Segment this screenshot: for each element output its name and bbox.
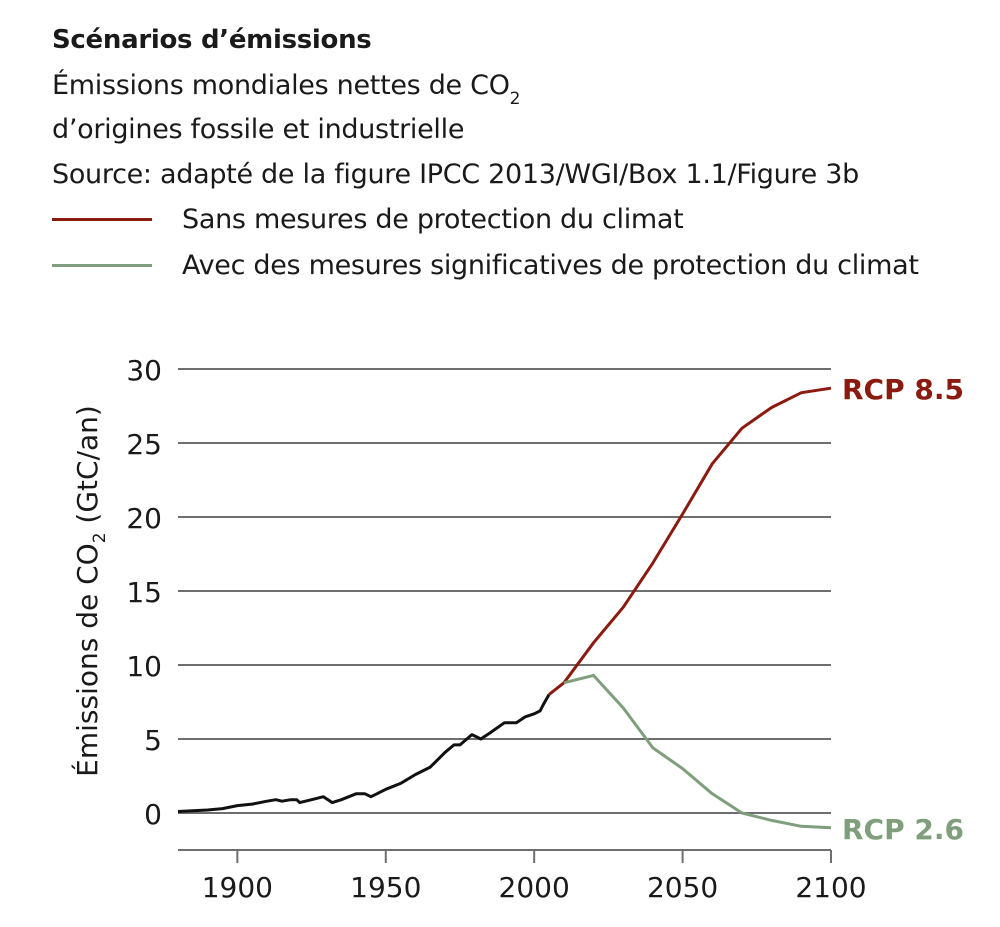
x-tick-label: 2100 (795, 871, 866, 904)
legend-item-rcp85: Sans mesures de protection du climat (52, 204, 684, 235)
series-line-rcp-8-5 (548, 386, 832, 696)
chart-subtitle-line1: Émissions mondiales nettes de CO2 (52, 70, 520, 109)
x-tick-label: 2000 (499, 871, 570, 904)
series-end-label: RCP 8.5 (842, 373, 964, 406)
series-line-historique (177, 693, 551, 813)
y-tick-label: 10 (126, 650, 162, 683)
y-tick-label: 15 (126, 576, 162, 609)
x-tick-label: 2050 (647, 871, 718, 904)
legend-label: Avec des mesures significatives de prote… (182, 250, 919, 281)
legend-label: Sans mesures de protection du climat (182, 204, 684, 235)
y-tick-label: 20 (126, 502, 162, 535)
subtitle-text: Émissions mondiales nettes de CO (52, 70, 510, 101)
legend-item-rcp26: Avec des mesures significatives de prote… (52, 250, 919, 281)
x-tick-label: 1900 (202, 871, 273, 904)
y-tick-label: 0 (144, 798, 162, 831)
x-tick-label: 1950 (350, 871, 421, 904)
legend-swatch (52, 218, 152, 221)
y-tick-label: 30 (126, 354, 162, 387)
y-axis-label: Émissions de CO2 (GtC/an) (70, 405, 110, 777)
y-tick-label: 5 (144, 724, 162, 757)
chart-subtitle-line2: d’origines fossile et industrielle (52, 114, 465, 145)
series-line-rcp-2-6 (563, 673, 832, 830)
chart-source: Source: adapté de la figure IPCC 2013/WG… (52, 159, 859, 190)
series-end-label: RCP 2.6 (842, 813, 964, 846)
chart-title: Scénarios d’émissions (52, 25, 372, 55)
subscript: 2 (509, 89, 521, 109)
y-tick-label: 25 (126, 428, 162, 461)
legend-swatch (52, 264, 152, 267)
